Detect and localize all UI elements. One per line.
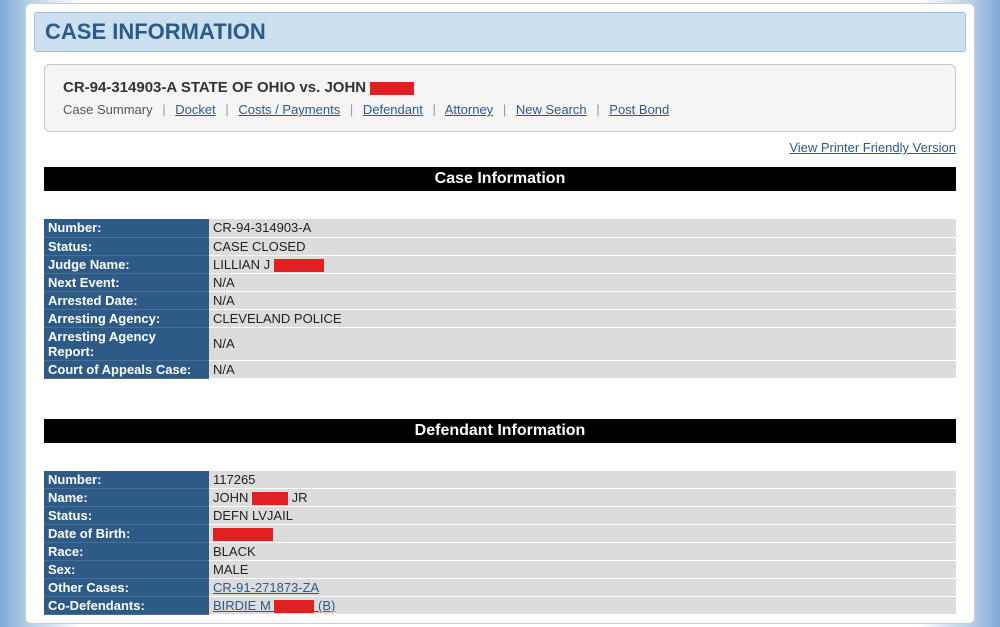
table-row: Court of Appeals Case:N/A bbox=[44, 360, 956, 378]
table-row: Judge Name:LILLIAN J bbox=[44, 255, 956, 273]
nav-postbond-link[interactable]: Post Bond bbox=[609, 102, 669, 117]
row-value: 117265 bbox=[209, 471, 956, 489]
nav-sep: | bbox=[596, 102, 599, 117]
printer-link-row: View Printer Friendly Version bbox=[34, 140, 956, 155]
defendant-info-table: Number:117265Name:JOHN JRStatus:DEFN LVJ… bbox=[44, 471, 956, 616]
row-value: CASE CLOSED bbox=[209, 237, 956, 255]
row-label: Arresting Agency Report: bbox=[44, 327, 209, 360]
nav-sep: | bbox=[350, 102, 353, 117]
row-value: CR-94-314903-A bbox=[209, 219, 956, 237]
table-row: Status:CASE CLOSED bbox=[44, 237, 956, 255]
redact-block bbox=[274, 600, 314, 613]
row-value: DEFN LVJAIL bbox=[209, 507, 956, 525]
printer-friendly-link[interactable]: View Printer Friendly Version bbox=[789, 140, 956, 155]
table-row: Date of Birth: bbox=[44, 525, 956, 543]
table-row: Name:JOHN JR bbox=[44, 489, 956, 507]
value-link[interactable]: CR-91-271873-ZA bbox=[213, 580, 319, 595]
table-row: Status:DEFN LVJAIL bbox=[44, 507, 956, 525]
table-row: Arrested Date:N/A bbox=[44, 291, 956, 309]
nav-newsearch-link[interactable]: New Search bbox=[516, 102, 587, 117]
row-label: Court of Appeals Case: bbox=[44, 360, 209, 378]
row-value: BIRDIE M (B) bbox=[209, 597, 956, 615]
table-row: Other Cases: CR-91-271873-ZA bbox=[44, 579, 956, 597]
row-value: N/A bbox=[209, 291, 956, 309]
redact-block bbox=[274, 259, 324, 272]
table-row: Number:117265 bbox=[44, 471, 956, 489]
page-title: CASE INFORMATION bbox=[45, 19, 955, 45]
row-label: Co-Defendants: bbox=[44, 597, 209, 615]
nav-sep: | bbox=[432, 102, 435, 117]
row-label: Name: bbox=[44, 489, 209, 507]
nav-sep: | bbox=[162, 102, 165, 117]
nav-row: Case Summary | Docket | Costs / Payments… bbox=[63, 102, 937, 117]
redact-block bbox=[252, 492, 288, 505]
row-value: MALE bbox=[209, 561, 956, 579]
table-row: Sex:MALE bbox=[44, 561, 956, 579]
row-value: N/A bbox=[209, 327, 956, 360]
main-frame: CASE INFORMATION CR-94-314903-A STATE OF… bbox=[25, 3, 975, 624]
nav-defendant-link[interactable]: Defendant bbox=[363, 102, 423, 117]
row-value: CLEVELAND POLICE bbox=[209, 309, 956, 327]
redact-block bbox=[370, 82, 414, 95]
row-label: Arresting Agency: bbox=[44, 309, 209, 327]
section-header-case: Case Information bbox=[44, 167, 956, 191]
row-label: Number: bbox=[44, 471, 209, 489]
title-bar: CASE INFORMATION bbox=[34, 12, 966, 52]
row-label: Other Cases: bbox=[44, 579, 209, 597]
row-label: Next Event: bbox=[44, 273, 209, 291]
case-title-text: CR-94-314903-A STATE OF OHIO vs. JOHN bbox=[63, 79, 370, 96]
table-row: Number:CR-94-314903-A bbox=[44, 219, 956, 237]
row-label: Date of Birth: bbox=[44, 525, 209, 543]
table-row: Next Event:N/A bbox=[44, 273, 956, 291]
table-row: Arresting Agency:CLEVELAND POLICE bbox=[44, 309, 956, 327]
content: Case Information Number:CR-94-314903-ASt… bbox=[34, 167, 966, 615]
nav-summary: Case Summary bbox=[63, 102, 153, 117]
row-value bbox=[209, 525, 956, 543]
nav-sep: | bbox=[225, 102, 228, 117]
row-value: LILLIAN J bbox=[209, 255, 956, 273]
nav-sep: | bbox=[503, 102, 506, 117]
row-label: Race: bbox=[44, 543, 209, 561]
row-value: BLACK bbox=[209, 543, 956, 561]
row-label: Status: bbox=[44, 237, 209, 255]
table-row: Co-Defendants: BIRDIE M (B) bbox=[44, 597, 956, 615]
section-header-defendant: Defendant Information bbox=[44, 419, 956, 443]
row-value: JOHN JR bbox=[209, 489, 956, 507]
table-row: Race:BLACK bbox=[44, 543, 956, 561]
row-label: Arrested Date: bbox=[44, 291, 209, 309]
table-row: Arresting Agency Report:N/A bbox=[44, 327, 956, 360]
case-header: CR-94-314903-A STATE OF OHIO vs. JOHN Ca… bbox=[44, 64, 956, 132]
row-label: Judge Name: bbox=[44, 255, 209, 273]
row-label: Sex: bbox=[44, 561, 209, 579]
redact-block bbox=[213, 528, 273, 541]
case-info-table: Number:CR-94-314903-AStatus:CASE CLOSEDJ… bbox=[44, 219, 956, 379]
nav-docket-link[interactable]: Docket bbox=[175, 102, 215, 117]
case-title: CR-94-314903-A STATE OF OHIO vs. JOHN bbox=[63, 79, 937, 96]
nav-costs-link[interactable]: Costs / Payments bbox=[238, 102, 340, 117]
value-link[interactable]: BIRDIE M (B) bbox=[213, 598, 335, 613]
row-value: N/A bbox=[209, 273, 956, 291]
row-value: CR-91-271873-ZA bbox=[209, 579, 956, 597]
row-label: Status: bbox=[44, 507, 209, 525]
row-value: N/A bbox=[209, 360, 956, 378]
row-label: Number: bbox=[44, 219, 209, 237]
nav-attorney-link[interactable]: Attorney bbox=[445, 102, 493, 117]
